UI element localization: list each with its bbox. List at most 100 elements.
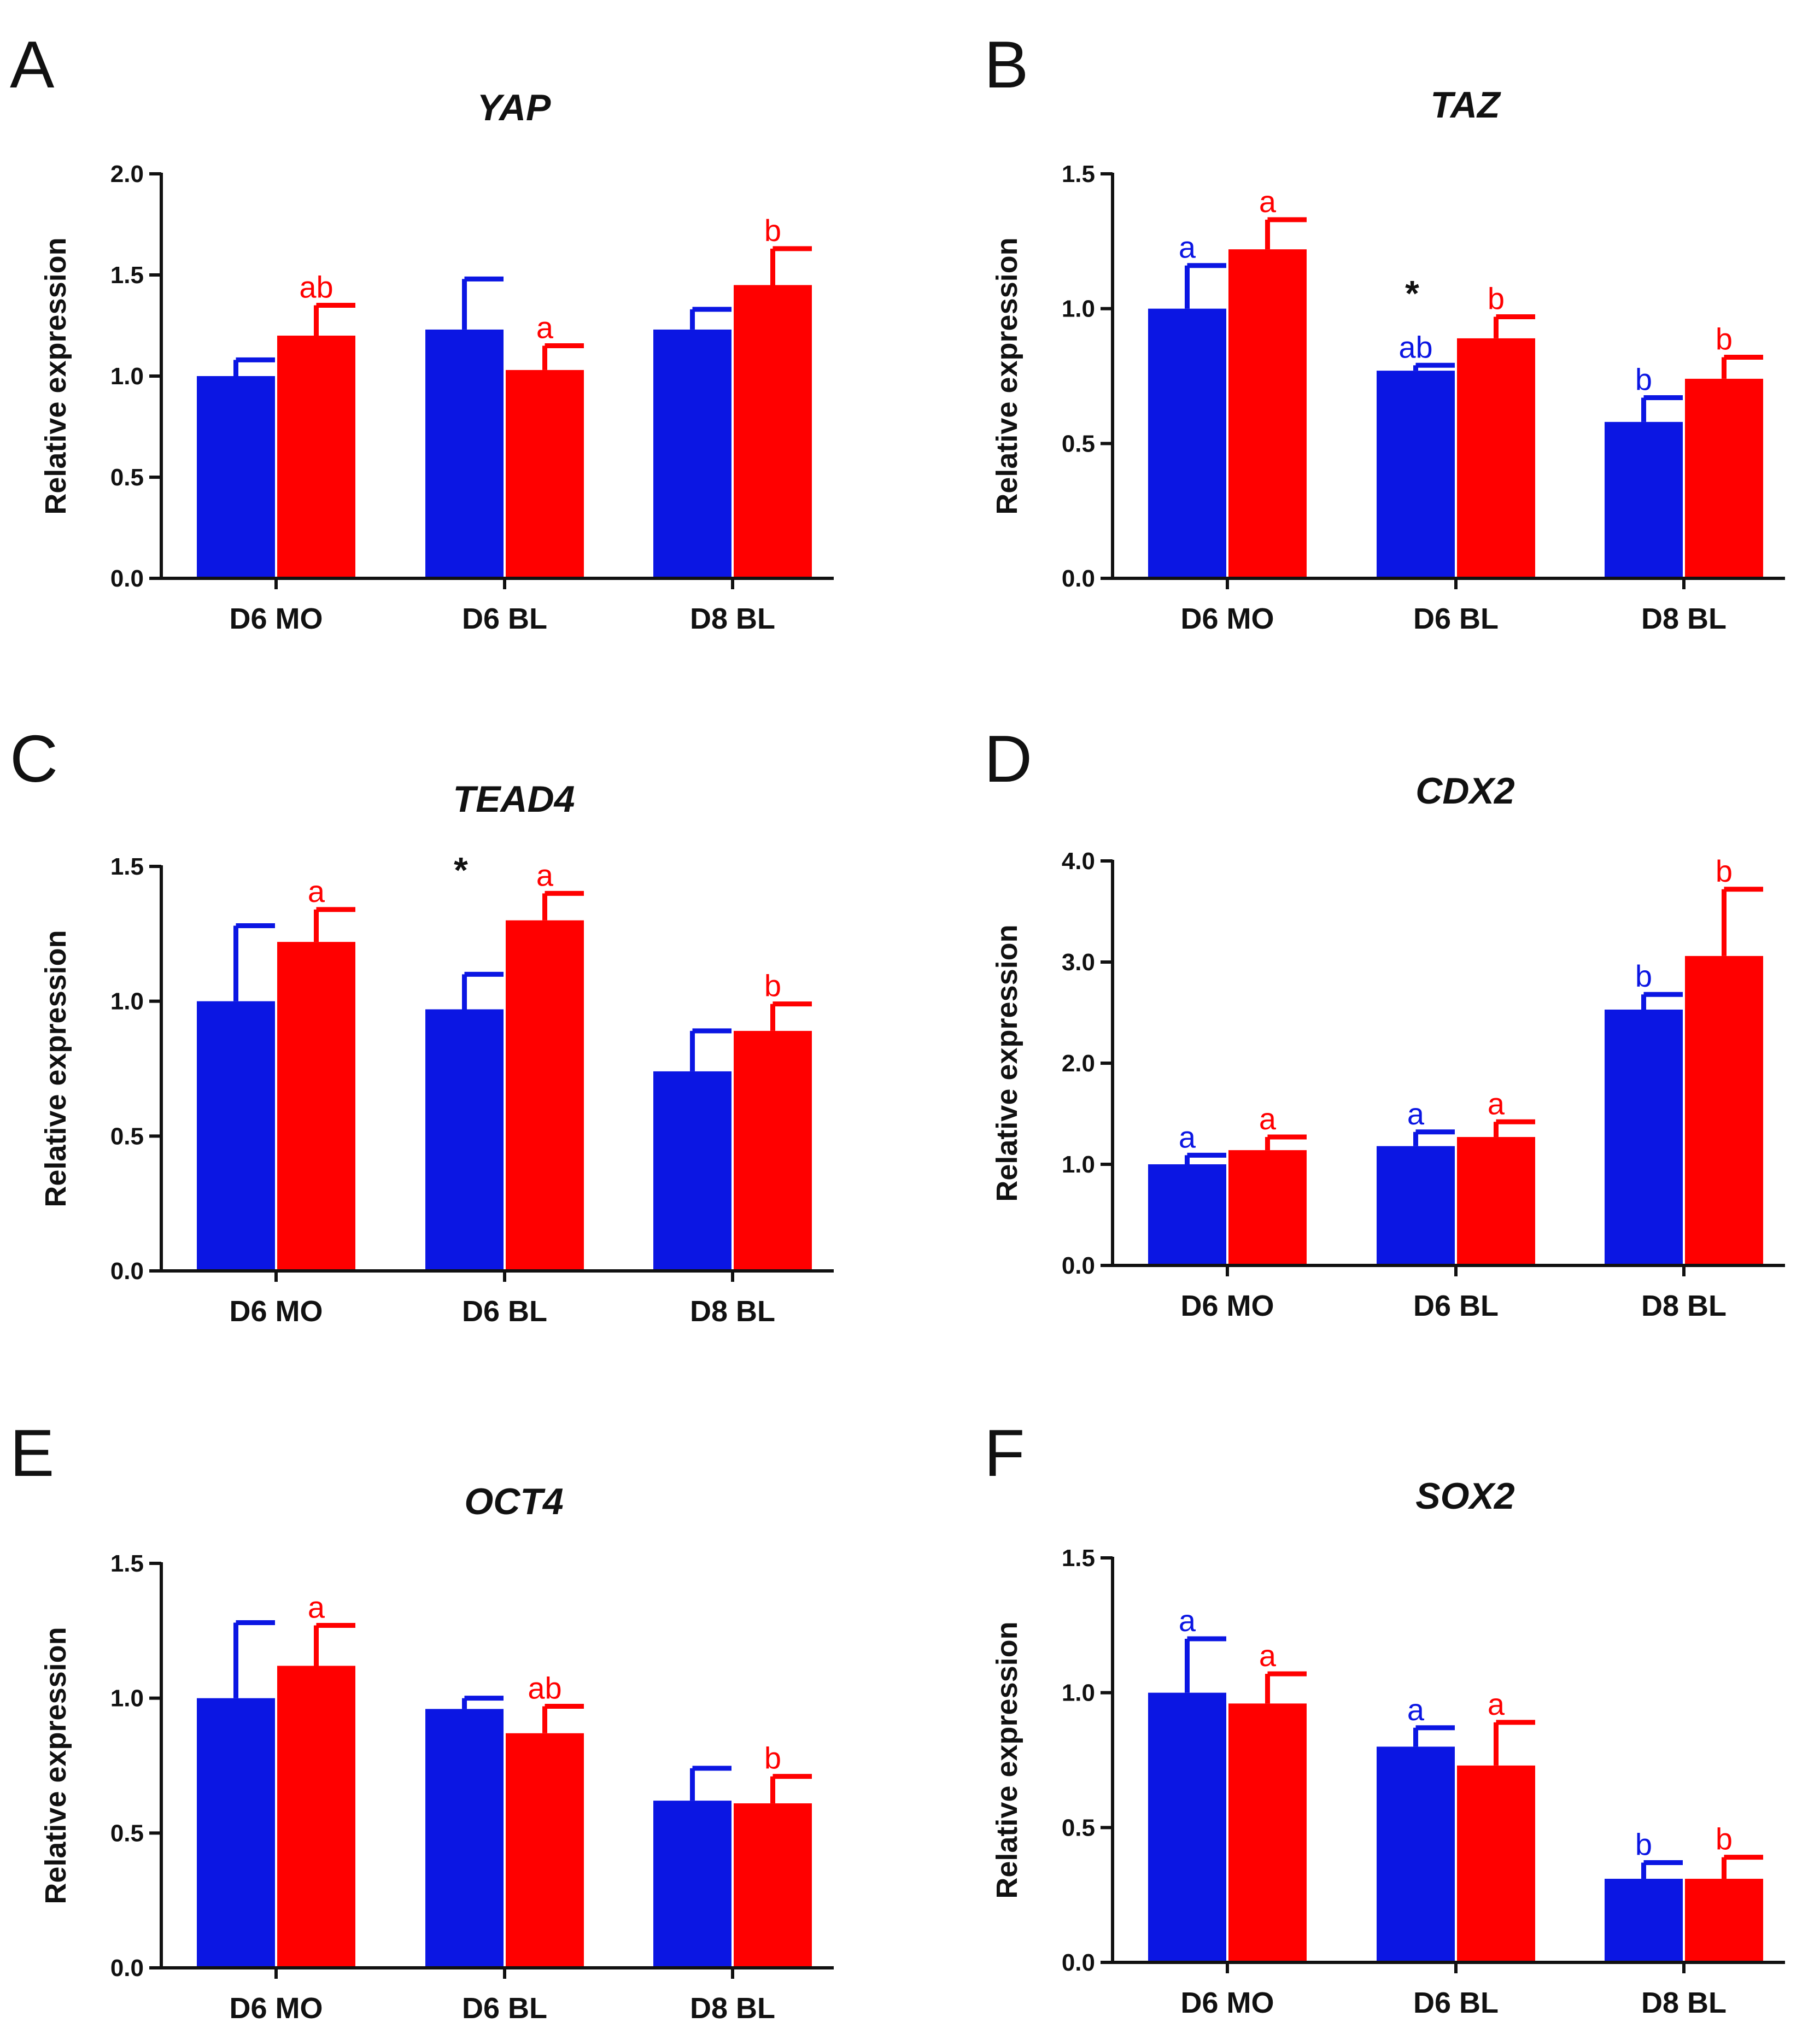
panel-b-bar-s2-2	[1685, 378, 1763, 578]
panel-c-title: TEAD4	[453, 778, 575, 820]
panel-d-bar-s2-0	[1228, 1150, 1307, 1265]
panel-d-sig-label-s2-1: a	[1488, 1086, 1505, 1121]
panel-d-xtick-label-2: D8 BL	[1641, 1289, 1727, 1322]
panel-a-ylabel: Relative expression	[39, 237, 72, 514]
panel-f-sig-label-s2-2: b	[1716, 1822, 1733, 1856]
panel-d-ytick-label-1: 1.0	[1062, 1151, 1095, 1178]
panel-a-ytick-label-1: 0.5	[110, 464, 144, 491]
panel-f-ytick-label-1: 0.5	[1062, 1814, 1095, 1841]
panel-e-ytick-label-0: 0.0	[110, 1955, 144, 1982]
panel-e-ytick-label-2: 1.0	[110, 1685, 144, 1712]
panel-a-xtick-label-0: D6 MO	[229, 602, 323, 635]
panel-b-bar-s1-0	[1148, 308, 1226, 578]
panel-b-ytick-label-2: 1.0	[1062, 296, 1095, 323]
panel-b-xtick-label-0: D6 MO	[1180, 602, 1274, 635]
panel-e-bar-s2-1	[506, 1733, 584, 1968]
panel-b-ytick-label-1: 0.5	[1062, 430, 1095, 457]
panel-e-sig-label-s2-2: b	[764, 1741, 781, 1775]
panel-c-bar-s2-2	[734, 1030, 812, 1271]
panel-a-xtick-label-1: D6 BL	[462, 602, 547, 635]
panel-f-ytick-label-3: 1.5	[1062, 1545, 1095, 1572]
panel-c-bar-s2-0	[277, 942, 355, 1271]
panel-b-bar-s2-0	[1228, 249, 1307, 579]
panel-e-sig-label-s2-0: a	[308, 1590, 325, 1624]
panel-c-sig-label-s2-1: a	[536, 858, 554, 892]
panel-f-xtick-label-1: D6 BL	[1413, 1986, 1499, 2019]
panel-a-letter: A	[10, 27, 55, 102]
panel-a-bar-s1-2	[653, 329, 731, 578]
panel-c-sig-label-s2-0: a	[308, 874, 325, 908]
panel-a-ytick-label-2: 1.0	[110, 363, 144, 390]
panel-a-bar-s2-2	[734, 285, 812, 578]
panel-f-bar-s1-0	[1148, 1692, 1226, 1962]
panel-d-ytick-label-2: 2.0	[1062, 1050, 1095, 1077]
panel-a-xtick-label-2: D8 BL	[690, 602, 775, 635]
panel-d-bar-s2-2	[1685, 955, 1763, 1265]
panel-d-xtick-label-0: D6 MO	[1180, 1289, 1274, 1322]
panel-a-sig-label-s2-2: b	[764, 213, 781, 248]
panel-b-bar-s2-1	[1457, 338, 1535, 578]
panel-d-xtick-label-1: D6 BL	[1413, 1289, 1499, 1322]
panel-a-bar-s2-0	[277, 336, 355, 578]
panel-f-sig-label-s2-1: a	[1488, 1687, 1505, 1721]
panel-c-ytick-label-0: 0.0	[110, 1258, 144, 1285]
panel-d-bar-s1-0	[1148, 1164, 1226, 1265]
panel-d-title: CDX2	[1415, 770, 1515, 812]
panel-a-ytick-label-4: 2.0	[110, 161, 144, 187]
panel-f-ytick-label-2: 1.0	[1062, 1680, 1095, 1707]
panel-e-xtick-label-1: D6 BL	[462, 1992, 547, 2025]
panel-c-xtick-label-2: D8 BL	[690, 1295, 775, 1328]
panel-e-bar-s1-1	[425, 1709, 504, 1968]
panel-d-bar-s2-1	[1457, 1137, 1535, 1265]
panel-c-letter: C	[10, 722, 58, 796]
panel-e-ytick-label-1: 0.5	[110, 1820, 144, 1846]
panel-d-bar-s1-2	[1605, 1009, 1683, 1265]
panel-c-xtick-label-0: D6 MO	[229, 1295, 323, 1328]
panel-b-sig-label-s1-0: a	[1179, 230, 1196, 265]
panel-b-xtick-label-1: D6 BL	[1413, 602, 1499, 635]
panel-d-sig-label-s1-0: a	[1179, 1119, 1196, 1154]
panel-f-ytick-label-0: 0.0	[1062, 1949, 1095, 1976]
panel-e-bar-s2-0	[277, 1666, 355, 1968]
panel-b-ytick-label-3: 1.5	[1062, 161, 1095, 187]
panel-b-ytick-label-0: 0.0	[1062, 565, 1095, 592]
panel-c-ylabel: Relative expression	[39, 930, 72, 1207]
panel-e-bar-s1-0	[197, 1698, 275, 1968]
panel-f-letter: F	[984, 1416, 1025, 1490]
panel-b-title: TAZ	[1430, 84, 1501, 126]
panel-b-sig-label-s2-1: b	[1488, 281, 1505, 315]
panel-a-bar-s1-1	[425, 329, 504, 578]
panel-f-bar-s1-1	[1377, 1746, 1455, 1962]
panel-d-letter: D	[984, 722, 1032, 796]
panel-e-title: OCT4	[464, 1481, 563, 1522]
panel-f-bar-s1-2	[1605, 1879, 1683, 1962]
panel-e-ytick-label-3: 1.5	[110, 1550, 144, 1577]
panel-e-ylabel: Relative expression	[39, 1627, 72, 1904]
panel-f-xtick-label-0: D6 MO	[1180, 1986, 1274, 2019]
panel-d-ytick-label-4: 4.0	[1062, 848, 1095, 875]
panel-c-bar-s1-2	[653, 1071, 731, 1271]
panel-d-ytick-label-3: 3.0	[1062, 949, 1095, 976]
panel-b-sig-label-s1-1: ab	[1398, 330, 1432, 364]
panel-c-xtick-label-1: D6 BL	[462, 1295, 547, 1328]
panel-e-xtick-label-2: D8 BL	[690, 1992, 775, 2025]
panel-f-bar-s2-0	[1228, 1703, 1307, 1962]
panel-d-sig-label-s1-1: a	[1407, 1097, 1425, 1131]
panel-c-star-1: *	[454, 849, 468, 890]
panel-a-bar-s1-0	[197, 376, 275, 578]
panel-c-bar-s2-1	[506, 920, 584, 1271]
panel-e-bar-s2-2	[734, 1803, 812, 1968]
panel-b-ylabel: Relative expression	[991, 237, 1023, 514]
panel-f-sig-label-s1-2: b	[1635, 1827, 1652, 1861]
panel-b-sig-label-s2-0: a	[1259, 184, 1277, 219]
panel-b-bar-s1-2	[1605, 421, 1683, 578]
panel-e-bar-s1-2	[653, 1801, 731, 1968]
panel-f-title: SOX2	[1415, 1475, 1515, 1517]
panel-b-xtick-label-2: D8 BL	[1641, 602, 1727, 635]
panel-a-bar-s2-1	[506, 370, 584, 578]
panel-b-letter: B	[984, 27, 1028, 102]
panel-c-bar-s1-0	[197, 1001, 275, 1271]
panel-e-letter: E	[10, 1416, 54, 1490]
panel-a-title: YAP	[477, 87, 551, 128]
